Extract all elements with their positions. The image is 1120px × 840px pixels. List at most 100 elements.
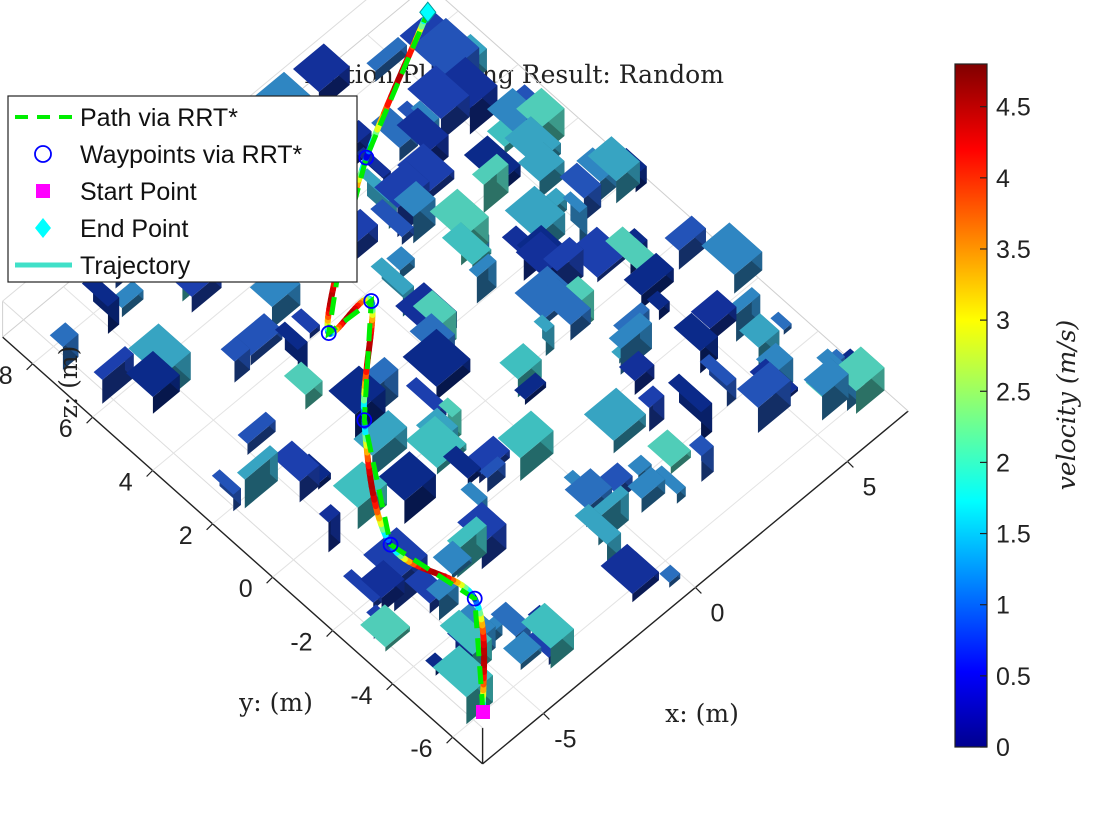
colorbar-tick-label: 3 xyxy=(996,307,1010,335)
voxel-front-face xyxy=(375,44,407,82)
y-tick-label: -4 xyxy=(350,682,372,710)
voxel-front-face xyxy=(709,306,737,343)
voxel-top-face xyxy=(446,516,487,550)
voxel-top-face xyxy=(567,226,627,278)
obstacle-voxel xyxy=(471,153,509,213)
x-axis-label: x: (m) xyxy=(665,699,739,728)
voxel-top-face xyxy=(128,323,191,378)
obstacle-voxel xyxy=(272,440,320,503)
voxel-top-face xyxy=(429,188,489,240)
voxel-top-face xyxy=(736,361,791,408)
voxel-top-face xyxy=(432,540,472,575)
y-tick-label: 8 xyxy=(0,362,13,390)
obstacle-voxel xyxy=(442,445,481,486)
obstacle-voxel xyxy=(652,465,686,504)
voxel-top-face xyxy=(563,469,582,486)
x-axis-ticks: -5 0 5 xyxy=(542,461,876,753)
colorbar-tick-label: 1 xyxy=(996,592,1010,620)
obstacle-voxel xyxy=(667,373,713,442)
voxel-top-face xyxy=(360,604,411,648)
legend-label: End Point xyxy=(80,215,188,243)
obstacle-voxel xyxy=(536,278,591,341)
voxel-top-face xyxy=(432,645,493,698)
voxel-top-face xyxy=(374,160,430,208)
rrt-path-line xyxy=(325,11,486,713)
voxel-top-face xyxy=(623,252,674,296)
voxel-front-face xyxy=(613,414,646,454)
voxel-front-face xyxy=(669,573,681,588)
voxel-top-face xyxy=(673,312,718,352)
legend-item: Waypoints via RRT* xyxy=(34,141,303,169)
obstacle-voxel xyxy=(659,564,681,588)
voxel-top-face xyxy=(627,466,666,499)
top-left-edge xyxy=(2,300,483,729)
voxel-top-face xyxy=(402,328,471,387)
waypoint-marker xyxy=(320,325,337,341)
voxel-front-face xyxy=(244,452,278,509)
y-tick-label: 0 xyxy=(239,575,253,603)
y-tick-label: 4 xyxy=(119,469,133,497)
obstacle-voxel xyxy=(220,336,251,383)
voxel-top-face xyxy=(93,346,134,380)
obstacle-voxel xyxy=(497,410,554,482)
right-floor-edge xyxy=(445,0,909,412)
waypoint-marker xyxy=(382,536,399,553)
y-tick-label: -6 xyxy=(410,735,432,763)
obstacle-voxel xyxy=(291,308,320,339)
grid-y-0 xyxy=(452,384,879,738)
voxel-top-face xyxy=(562,191,588,213)
voxel-top-face xyxy=(647,429,691,468)
voxel-top-face xyxy=(690,289,737,329)
legend-swatch-start xyxy=(36,184,50,198)
colorbar-tick-label: 1.5 xyxy=(996,521,1031,549)
x-tick-label: -5 xyxy=(554,725,576,753)
voxel-top-face xyxy=(608,312,652,349)
waypoint-marker xyxy=(356,412,373,429)
voxel-top-face xyxy=(576,147,617,182)
y-tick-label: -2 xyxy=(290,629,312,657)
voxel-top-face xyxy=(699,354,737,387)
z-axis-label: z: (m) xyxy=(54,346,83,419)
obstacle-voxel xyxy=(237,411,276,456)
x-tick-mark xyxy=(542,713,550,720)
voxel-top-face xyxy=(237,411,276,444)
colorbar-tick-label: 0 xyxy=(996,734,1010,762)
voxel-top-face xyxy=(292,43,350,92)
obstacle-voxel xyxy=(533,314,555,356)
voxel-front-face xyxy=(520,646,542,671)
obstacle-voxel xyxy=(562,191,588,242)
legend-item: Trajectory xyxy=(15,252,191,280)
voxel-top-face xyxy=(468,253,497,278)
voxel-top-face xyxy=(471,153,509,185)
obstacle-voxel xyxy=(111,280,144,318)
y-axis-line xyxy=(2,336,484,765)
voxel-top-face xyxy=(437,56,498,109)
voxel-top-face xyxy=(574,503,622,545)
voxel-top-face xyxy=(536,278,591,326)
voxel-top-face xyxy=(590,485,629,518)
obstacle-voxel xyxy=(587,136,640,204)
voxel-top-face xyxy=(291,308,320,334)
voxel-top-face xyxy=(497,410,554,459)
voxel-top-face xyxy=(405,377,447,413)
voxel-top-face xyxy=(701,222,763,275)
obstacle-voxel xyxy=(583,387,646,454)
x-tick-mark xyxy=(694,587,702,594)
voxel-front-face xyxy=(427,170,455,201)
voxel-top-face xyxy=(460,481,488,506)
voxel-top-face xyxy=(220,336,251,362)
voxel-top-face xyxy=(646,290,670,311)
voxel-top-face xyxy=(490,601,531,637)
obstacle-voxel xyxy=(701,222,763,294)
voxel-top-face xyxy=(533,314,555,333)
obstacle-voxel xyxy=(521,602,574,669)
obstacle-voxel xyxy=(600,543,659,603)
obstacle-voxel xyxy=(514,372,547,406)
obstacle-voxel xyxy=(370,199,414,245)
voxel-front-face xyxy=(247,420,276,456)
voxel-top-face xyxy=(564,468,612,509)
voxel-top-face xyxy=(652,465,686,495)
voxel-top-face xyxy=(366,37,407,72)
voxel-top-face xyxy=(504,185,566,238)
